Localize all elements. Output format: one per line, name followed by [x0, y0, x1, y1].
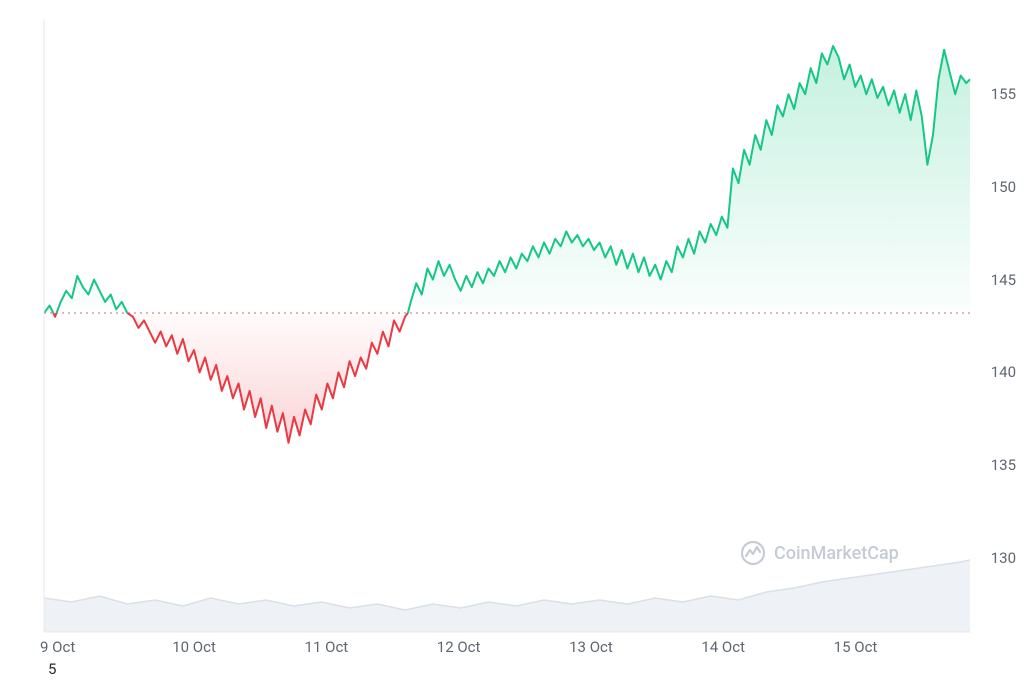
price-chart: 130 135 140 145 150 155 9 Oct 10 Oct 11 Oct 12 O…: [0, 0, 1024, 683]
x-tick-label: 10 Oct: [172, 638, 216, 656]
watermark: CoinMarketCap: [740, 540, 899, 566]
x-tick-label: 11 Oct: [305, 638, 349, 656]
coinmarketcap-icon: [740, 540, 766, 566]
footer-number: 5: [48, 660, 56, 678]
y-tick-label: 145: [976, 271, 1016, 289]
x-tick-label: 9 Oct: [40, 638, 75, 656]
price-area-down: [53, 313, 408, 443]
y-tick-label: 155: [976, 85, 1016, 103]
price-area-up: [44, 46, 970, 313]
chart-svg: [0, 0, 1024, 683]
y-tick-label: 140: [976, 363, 1016, 381]
y-tick-label: 135: [976, 456, 1016, 474]
x-tick-label: 14 Oct: [701, 638, 745, 656]
x-tick-label: 12 Oct: [437, 638, 481, 656]
y-tick-label: 150: [976, 178, 1016, 196]
x-tick-label: 13 Oct: [569, 638, 613, 656]
y-tick-label: 130: [976, 549, 1016, 567]
watermark-text: CoinMarketCap: [774, 543, 899, 564]
volume-area: [44, 560, 970, 632]
x-tick-label: 15 Oct: [834, 638, 878, 656]
